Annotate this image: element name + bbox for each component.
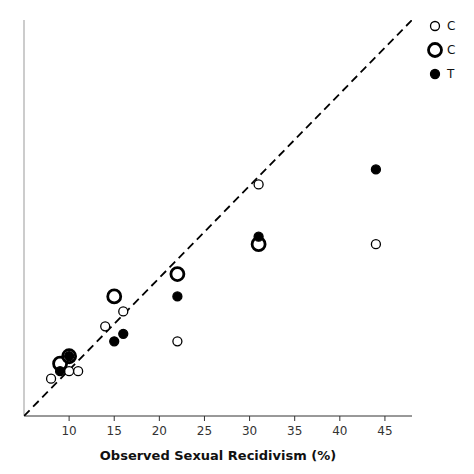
point <box>173 337 182 346</box>
point <box>108 290 121 303</box>
legend-label: T <box>446 67 455 81</box>
point <box>371 165 380 174</box>
point <box>101 322 110 331</box>
point <box>74 367 83 376</box>
tick-mark <box>69 416 70 421</box>
point <box>173 292 182 301</box>
tick-mark <box>204 416 205 421</box>
point <box>110 337 119 346</box>
tick-mark <box>339 416 340 421</box>
tick-mark <box>249 416 250 421</box>
point <box>371 240 380 249</box>
point <box>56 367 65 376</box>
legend-marker <box>429 44 442 57</box>
reference-line <box>24 20 412 416</box>
tick-mark <box>114 416 115 421</box>
y-axis-line <box>24 20 25 416</box>
tick-label: 25 <box>197 424 212 438</box>
tick-mark <box>159 416 160 421</box>
point <box>47 374 56 383</box>
point <box>119 329 128 338</box>
tick-mark <box>384 416 385 421</box>
tick-label: 30 <box>242 424 257 438</box>
legend: CCT <box>429 19 456 81</box>
point <box>65 352 74 361</box>
tick-label: 10 <box>61 424 76 438</box>
x-axis-line <box>24 416 412 417</box>
x-axis-label: Observed Sexual Recidivism (%) <box>100 448 336 463</box>
point <box>254 180 263 189</box>
tick-label: 15 <box>107 424 122 438</box>
tick-label: 40 <box>332 424 347 438</box>
tick-label: 20 <box>152 424 167 438</box>
legend-marker <box>431 22 440 31</box>
chart: 10 15 20 25 30 35 40 45 Observed Sexual Recidivi… <box>0 0 474 474</box>
plot-area <box>24 20 412 416</box>
point <box>63 350 76 363</box>
point <box>171 268 184 281</box>
point <box>254 232 263 241</box>
legend-label: C <box>447 19 455 33</box>
tick-mark <box>294 416 295 421</box>
point <box>119 307 128 316</box>
legend-label: C <box>447 43 455 57</box>
tick-label: 45 <box>377 424 392 438</box>
tick-label: 35 <box>287 424 302 438</box>
legend-marker <box>431 70 440 79</box>
